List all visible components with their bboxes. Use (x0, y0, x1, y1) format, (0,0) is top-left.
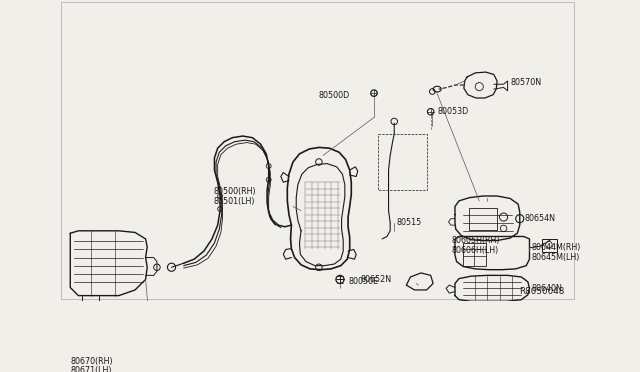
Text: 80605H(RH): 80605H(RH) (452, 236, 500, 245)
Text: 80640N: 80640N (532, 284, 563, 293)
Text: 80654N: 80654N (525, 214, 556, 223)
Bar (468, 208, 497, 230)
Text: 80645M(LH): 80645M(LH) (532, 253, 580, 262)
Bar (463, 243, 486, 266)
Text: 80644M(RH): 80644M(RH) (532, 243, 581, 252)
Text: 80670(RH): 80670(RH) (70, 357, 113, 366)
Text: 80500(RH): 80500(RH) (214, 187, 256, 196)
Text: 80652N: 80652N (361, 275, 392, 284)
Text: 80050E: 80050E (348, 278, 378, 286)
Text: 80515: 80515 (397, 218, 422, 227)
Text: 80053D: 80053D (437, 107, 468, 116)
Bar (543, 239, 557, 252)
Text: 80501(LH): 80501(LH) (214, 197, 255, 206)
Text: R8050048: R8050048 (519, 287, 564, 296)
Text: 80500D: 80500D (319, 91, 349, 100)
Text: 80570N: 80570N (510, 78, 541, 87)
Text: 80671(LH): 80671(LH) (70, 366, 112, 372)
Text: 80606H(LH): 80606H(LH) (452, 246, 499, 255)
